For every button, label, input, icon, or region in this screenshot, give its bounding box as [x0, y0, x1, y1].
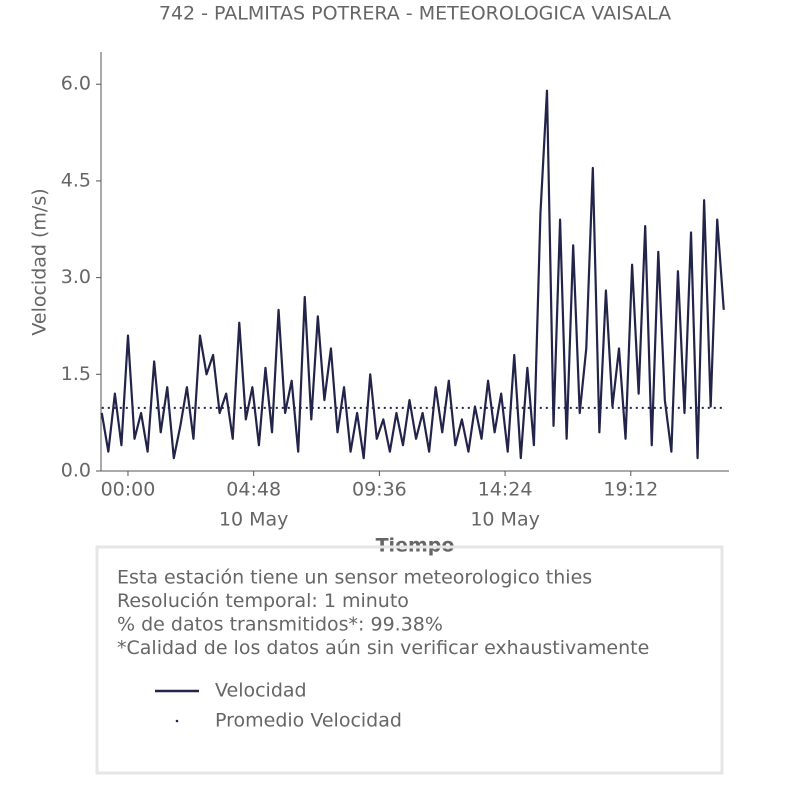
- y-tick-label: 1.5: [61, 363, 91, 385]
- y-tick-label: 3.0: [61, 266, 91, 288]
- x-date-label: 10 May: [470, 509, 540, 531]
- legend-swatch: [175, 719, 179, 723]
- x-tick-label: 19:12: [603, 479, 658, 501]
- x-tick-label: 14:24: [478, 479, 533, 501]
- info-text: Resolución temporal: 1 minuto: [117, 590, 409, 612]
- x-tick-label: 04:48: [226, 479, 281, 501]
- legend-label: Velocidad: [215, 680, 307, 702]
- info-text: *Calidad de los datos aún sin verificar …: [117, 637, 649, 659]
- x-date-label: 10 May: [219, 509, 289, 531]
- info-box: [95, 545, 724, 775]
- y-tick-label: 4.5: [61, 169, 91, 191]
- info-text: Esta estación tiene un sensor meteorolog…: [117, 567, 592, 589]
- data-line: [100, 89, 725, 460]
- y-tick-label: 6.0: [61, 73, 91, 95]
- chart-title: 742 - PALMITAS POTRERA - METEOROLOGICA V…: [159, 3, 671, 25]
- y-axis-label: Velocidad (m/s): [29, 188, 51, 335]
- y-tick-label: 0.0: [61, 460, 91, 482]
- x-tick-label: 00:00: [101, 479, 156, 501]
- legend-label: Promedio Velocidad: [215, 710, 402, 732]
- info-text: % de datos transmitidos*: 99.38%: [117, 614, 443, 636]
- x-tick-label: 09:36: [352, 479, 407, 501]
